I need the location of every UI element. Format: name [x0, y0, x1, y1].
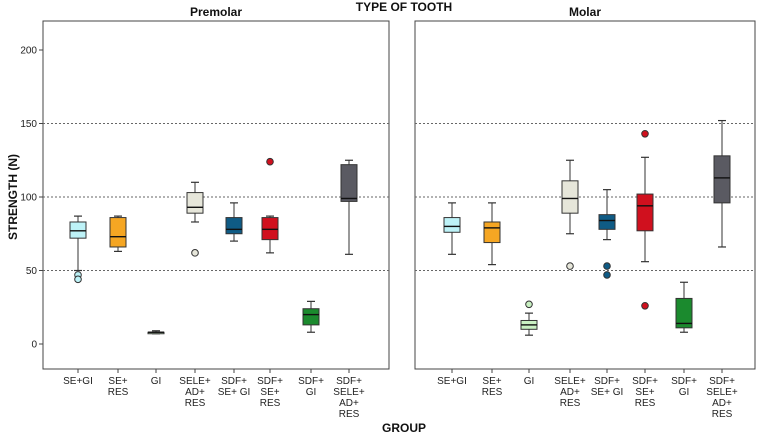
outlier-point [603, 262, 611, 270]
x-category-label: SE+GI [437, 376, 467, 387]
box-molar-sdf_gi: SDF+GI [671, 281, 697, 398]
x-category-label: RES [185, 398, 206, 409]
box-iqr [69, 221, 87, 239]
box-iqr [186, 192, 204, 214]
x-axis-title: GROUP [382, 421, 426, 435]
box-molar-sdf_sele_ad_res: SDF+SELE+AD+RES [706, 119, 738, 420]
x-category-label: GI [679, 387, 690, 398]
x-category-label: SELE+ [706, 387, 738, 398]
x-category-label: SDF+ [298, 376, 324, 387]
box-premolar-sdf_se_res: SDF+SE+RES [257, 157, 283, 409]
box-iqr [340, 164, 358, 202]
x-category-label: RES [635, 398, 656, 409]
chart-title: TYPE OF TOOTH [356, 0, 452, 14]
box-premolar-se_gi: SE+GI [63, 215, 93, 387]
x-category-label: SDF+ [671, 376, 697, 387]
outlier-point [641, 301, 649, 310]
box-premolar-gi: GI [147, 330, 165, 387]
box-iqr [675, 297, 693, 329]
y-tick-label: 150 [20, 119, 37, 130]
x-category-label: SDF+ [632, 376, 658, 387]
x-category-label: SE+GI [63, 376, 93, 387]
x-category-label: RES [560, 398, 581, 409]
x-category-label: GI [151, 376, 162, 387]
x-category-label: AD+ [560, 387, 580, 398]
y-axis-title: STRENGTH (N) [6, 154, 20, 240]
box-molar-sdf_se_gi: SDF+SE+ GI [591, 189, 624, 398]
x-category-label: SDF+ [594, 376, 620, 387]
box-premolar-sdf_sele_ad_res: SDF+SELE+AD+RES [333, 159, 365, 420]
panel-frame-premolar [42, 20, 390, 370]
outlier-point [603, 271, 611, 279]
y-tick-label: 0 [31, 340, 37, 351]
x-category-label: RES [339, 409, 360, 420]
box-iqr [443, 217, 461, 233]
x-category-label: SE+ [260, 387, 279, 398]
y-tick-label: 100 [20, 193, 37, 204]
box-molar-se_gi: SE+GI [437, 202, 467, 387]
outlier-point [525, 300, 533, 309]
box-iqr [561, 180, 579, 214]
x-category-label: SE+ GI [218, 387, 251, 398]
box-iqr [483, 221, 501, 244]
outlier-point [191, 249, 199, 257]
box-premolar-sdf_gi: SDF+GI [298, 300, 324, 398]
x-category-label: RES [108, 387, 129, 398]
x-category-label: SDF+ [336, 376, 362, 387]
box-molar-se_res: SE+RES [482, 202, 503, 398]
box-iqr [109, 217, 127, 248]
x-category-label: SDF+ [221, 376, 247, 387]
x-category-label: AD+ [185, 387, 205, 398]
box-iqr [225, 217, 243, 235]
box-iqr [302, 308, 320, 326]
outlier-point [74, 275, 82, 284]
x-category-label: AD+ [339, 398, 359, 409]
x-category-label: SE+ [108, 376, 127, 387]
box-molar-sdf_se_res: SDF+SE+RES [632, 129, 658, 409]
outlier-point [641, 129, 649, 138]
box-iqr [261, 217, 279, 241]
panel-frame-molar [414, 20, 756, 370]
x-category-label: SELE+ [333, 387, 365, 398]
box-premolar-se_res: SE+RES [108, 215, 129, 398]
x-category-label: SE+ GI [591, 387, 624, 398]
x-category-label: SELE+ [554, 376, 586, 387]
box-iqr [636, 193, 654, 232]
x-category-label: RES [712, 409, 733, 420]
panel-title-premolar: Premolar [190, 5, 242, 19]
box-premolar-sdf_se_gi: SDF+SE+ GI [218, 202, 251, 398]
outlier-point [566, 262, 574, 270]
panel-title-molar: Molar [569, 5, 601, 19]
x-category-label: SDF+ [257, 376, 283, 387]
y-tick-label: 200 [20, 46, 37, 57]
box-molar-sele_ad_res: SELE+AD+RES [554, 159, 586, 409]
x-category-label: SDF+ [709, 376, 735, 387]
outlier-point [266, 157, 274, 166]
x-category-label: RES [260, 398, 281, 409]
box-iqr [713, 155, 731, 204]
box-iqr [598, 214, 616, 230]
x-category-label: SELE+ [179, 376, 211, 387]
x-category-label: SE+ [635, 387, 654, 398]
x-category-label: GI [524, 376, 535, 387]
box-premolar-sele_ad_res: SELE+AD+RES [179, 181, 211, 409]
y-tick-label: 50 [26, 266, 38, 277]
box-molar-gi: GI [520, 300, 538, 387]
x-category-label: GI [306, 387, 317, 398]
x-category-label: RES [482, 387, 503, 398]
x-category-label: AD+ [712, 398, 732, 409]
x-category-label: SE+ [482, 376, 501, 387]
